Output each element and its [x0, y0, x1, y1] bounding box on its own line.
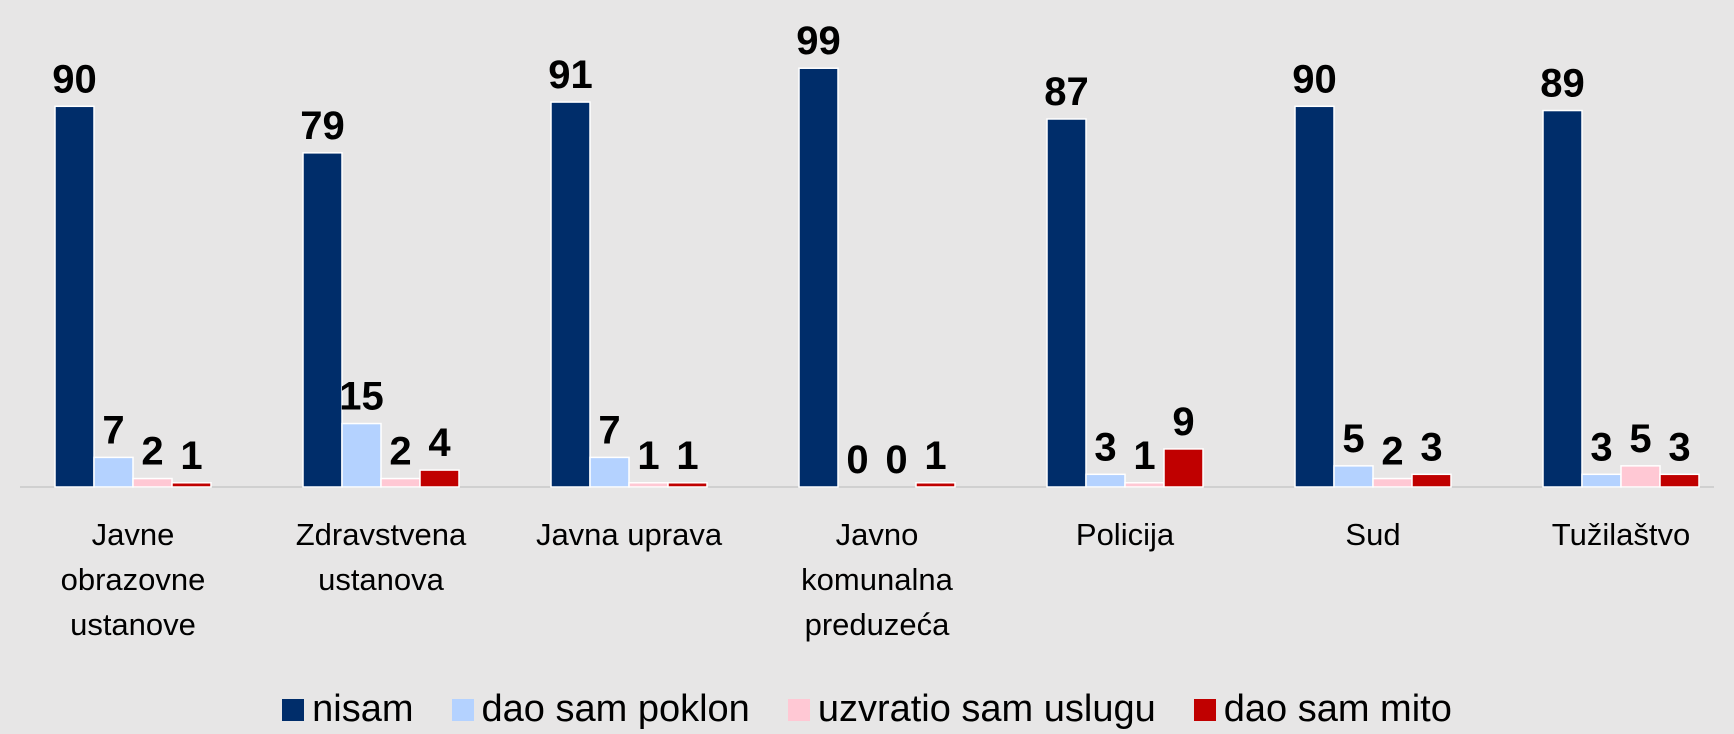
data-label: 4: [428, 421, 451, 465]
legend-label: uzvratio sam uslugu: [817, 688, 1156, 730]
bar: [1294, 105, 1335, 488]
bar: [1620, 465, 1661, 488]
x-tick-label: Javno komunalna preduzeća: [801, 517, 953, 642]
legend-swatch: [787, 698, 810, 721]
data-label: 3: [1590, 425, 1612, 469]
x-tick-label: Policija: [1075, 517, 1175, 552]
bar: [380, 477, 421, 488]
bar: [915, 482, 956, 488]
x-tick-label: Javne obrazovne ustanove: [60, 517, 206, 642]
data-label: 9: [1172, 400, 1194, 444]
data-label: 3: [1420, 425, 1442, 469]
legend-swatch: [451, 698, 474, 721]
legend-swatch: [282, 698, 305, 721]
data-label: 7: [598, 408, 620, 452]
data-label: 0: [885, 438, 907, 482]
legend-label: nisam: [312, 688, 414, 730]
legend-item: uzvratio sam uslugu: [787, 688, 1156, 731]
data-label: 3: [1094, 425, 1116, 469]
bar: [1163, 448, 1204, 488]
bar: [1659, 473, 1700, 488]
data-label: 1: [180, 434, 202, 478]
bar: [550, 101, 591, 488]
bar: [589, 456, 630, 488]
legend-item: nisam: [282, 688, 414, 731]
data-label: 1: [676, 434, 698, 478]
legend-swatch: [1193, 698, 1216, 721]
bar: [667, 482, 708, 488]
legend-item: dao sam poklon: [451, 688, 750, 731]
bar: [798, 67, 839, 488]
legend-item: dao sam mito: [1193, 688, 1452, 731]
data-label: 79: [300, 104, 345, 148]
data-label: 87: [1044, 70, 1089, 114]
data-label: 90: [52, 57, 97, 101]
bar: [341, 422, 382, 488]
bar: [54, 105, 95, 488]
bar: [132, 477, 173, 488]
data-label: 2: [389, 430, 411, 474]
bar: [1581, 473, 1622, 488]
x-tick-label: Tužilaštvo: [1551, 517, 1691, 552]
x-tick-label: Sud: [1345, 517, 1401, 552]
legend-label: dao sam mito: [1223, 688, 1452, 730]
data-label: 1: [1133, 434, 1155, 478]
data-label: 2: [141, 430, 163, 474]
data-label: 15: [339, 375, 384, 419]
bar: [628, 482, 669, 488]
bar: [93, 456, 134, 488]
data-label: 0: [846, 438, 868, 482]
x-tick-label: Javna uprava: [535, 517, 723, 552]
data-label: 7: [102, 408, 124, 452]
data-label: 91: [548, 53, 593, 97]
data-label: 5: [1342, 417, 1364, 461]
bar: [1085, 473, 1126, 488]
data-label: 3: [1668, 425, 1690, 469]
x-tick-label: Zdravstvena ustanova: [295, 517, 467, 597]
data-label: 89: [1540, 62, 1585, 106]
data-label: 99: [796, 19, 841, 63]
legend-label: dao sam poklon: [481, 688, 750, 730]
bar: [1046, 118, 1087, 488]
bar: [171, 482, 212, 488]
bar: [1372, 477, 1413, 488]
data-label: 2: [1381, 430, 1403, 474]
data-label: 1: [924, 434, 946, 478]
data-label: 5: [1629, 417, 1651, 461]
bar: [1333, 465, 1374, 488]
bar: [1542, 109, 1583, 488]
bar: [1124, 482, 1165, 488]
bar: [1411, 473, 1452, 488]
bar: [419, 469, 460, 488]
bar: [302, 152, 343, 488]
data-label: 90: [1292, 57, 1337, 101]
legend: nisam dao sam poklon uzvratio sam uslugu da…: [0, 688, 1734, 731]
data-label: 1: [637, 434, 659, 478]
